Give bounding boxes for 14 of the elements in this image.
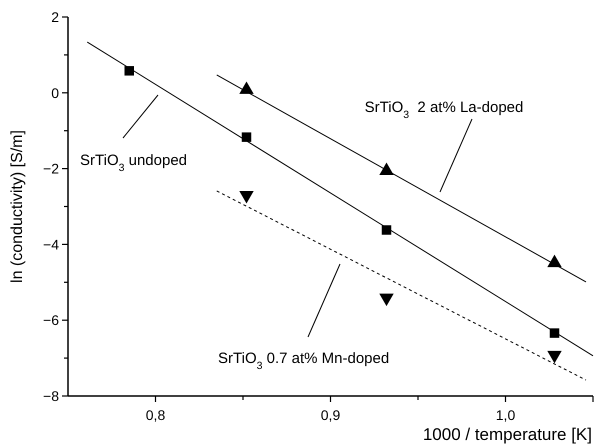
y-tick-label: 2	[51, 9, 60, 25]
annotation: SrTiO$_{3}$ undoped	[80, 152, 188, 174]
x-tick-label: 0,9	[320, 407, 340, 423]
annotation: SrTiO$_{3}$ 2 at% La-doped	[364, 99, 524, 121]
y-tick-label: 0	[51, 84, 60, 101]
y-tick-label: −4	[43, 236, 60, 252]
annotation: SrTiO$_{3}$ 0.7 at% Mn-doped	[218, 350, 390, 372]
x-tick-label: 1,0	[496, 407, 516, 423]
y-tick-label: −6	[43, 312, 60, 328]
x-tick-label: 0,8	[146, 407, 166, 423]
y-axis-title: ln (conductivity) [S/m]	[9, 130, 26, 283]
y-tick-label: −8	[43, 388, 60, 404]
y-tick-label: −2	[43, 160, 60, 177]
x-axis-title: 1000 / temperature [K]	[422, 425, 592, 444]
